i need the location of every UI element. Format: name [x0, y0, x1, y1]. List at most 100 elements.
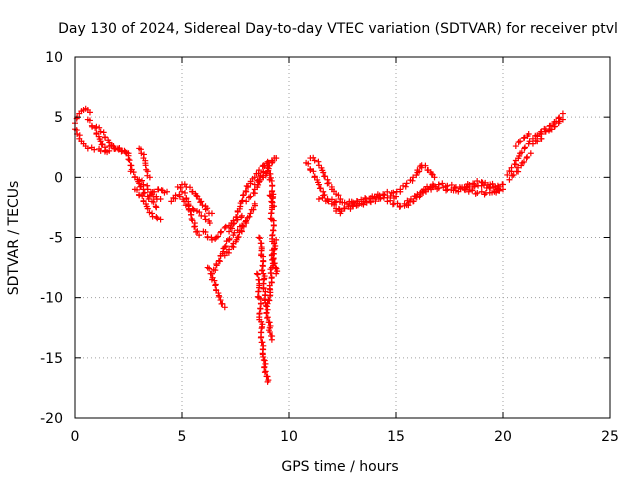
data-point-interp: [216, 258, 223, 265]
data-point-interp: [256, 235, 263, 242]
data-point: [407, 195, 414, 202]
data-point-interp: [271, 260, 278, 267]
data-point: [514, 164, 521, 171]
data-point-interp: [551, 123, 558, 130]
y-tick-label: -15: [40, 351, 63, 367]
data-point: [266, 282, 273, 289]
data-point-interp: [381, 192, 388, 199]
data-point-interp: [478, 188, 485, 195]
data-point: [465, 188, 472, 195]
x-tick-label: 25: [601, 429, 619, 445]
data-point: [136, 176, 143, 183]
data-point-interp: [234, 214, 241, 221]
data-point: [538, 135, 545, 142]
data-point-interp: [229, 243, 236, 250]
data-point: [534, 138, 541, 145]
data-point-interp: [259, 339, 266, 346]
data-point-interp: [471, 181, 478, 188]
data-point-interp: [240, 191, 247, 198]
data-point-interp: [231, 220, 238, 227]
data-point-interp: [218, 228, 225, 235]
data-point: [196, 232, 203, 239]
data-point: [208, 236, 215, 243]
data-point: [380, 191, 387, 198]
data-point-interp: [430, 182, 437, 189]
data-point: [271, 203, 278, 210]
data-point: [521, 134, 528, 141]
data-point: [559, 110, 566, 117]
data-point-interp: [373, 194, 380, 201]
data-point: [444, 182, 451, 189]
y-tick-label: -10: [40, 291, 63, 307]
data-point-interp: [222, 243, 229, 250]
data-point-interp: [319, 194, 326, 201]
data-point-interp: [187, 184, 194, 191]
y-tick-label: 5: [54, 110, 63, 126]
data-point-interp: [269, 199, 276, 206]
data-points-layer: [72, 105, 566, 385]
data-point-interp: [222, 223, 229, 230]
data-point-interp: [377, 195, 384, 202]
data-point-interp: [242, 188, 249, 195]
y-tick-label: -20: [40, 411, 63, 427]
data-point-interp: [384, 188, 391, 195]
data-point-interp: [556, 118, 563, 125]
data-point: [414, 191, 421, 198]
data-point: [403, 180, 410, 187]
data-point-interp: [239, 222, 246, 229]
data-point-interp: [413, 194, 420, 201]
data-point: [174, 183, 181, 190]
data-point: [247, 193, 254, 200]
data-point: [253, 270, 260, 277]
data-point: [506, 176, 513, 183]
data-point: [266, 192, 273, 199]
data-point-interp: [394, 200, 401, 207]
data-point: [221, 252, 228, 259]
data-point: [431, 174, 438, 181]
data-point: [176, 193, 183, 200]
data-point: [119, 147, 126, 154]
data-point-interp: [404, 197, 411, 204]
data-point: [523, 155, 530, 162]
data-point-interp: [260, 257, 267, 264]
data-point-interp: [402, 183, 409, 190]
data-point: [230, 217, 237, 224]
data-point: [427, 183, 434, 190]
data-point: [264, 378, 271, 385]
data-point-interp: [428, 171, 435, 178]
data-point: [247, 210, 254, 217]
data-point-interp: [400, 182, 407, 189]
data-point-interp: [264, 315, 271, 322]
data-point: [315, 181, 322, 188]
data-point-interp: [387, 197, 394, 204]
data-point-interp: [226, 235, 233, 242]
data-point-interp: [270, 222, 277, 229]
x-tick-label: 0: [71, 429, 80, 445]
x-axis-label: GPS time / hours: [281, 459, 398, 475]
data-point: [258, 318, 265, 325]
data-point: [273, 236, 280, 243]
data-point-interp: [204, 205, 211, 212]
data-point-interp: [260, 284, 267, 291]
data-point-interp: [496, 187, 503, 194]
data-point: [179, 188, 185, 195]
data-point-interp: [305, 160, 312, 167]
data-point-interp: [214, 233, 221, 240]
data-point-interp: [439, 180, 446, 187]
data-point: [146, 174, 153, 181]
data-point: [470, 180, 477, 187]
data-point-interp: [194, 228, 201, 235]
data-point-interp: [261, 369, 268, 376]
data-point-interp: [246, 213, 253, 220]
data-point-interp: [266, 329, 273, 336]
data-point: [142, 162, 149, 169]
data-point: [529, 140, 536, 147]
data-point: [527, 150, 534, 157]
data-point: [268, 159, 275, 166]
data-point-interp: [268, 275, 275, 282]
data-point: [84, 145, 91, 152]
data-point: [151, 188, 158, 195]
data-point: [125, 156, 132, 163]
data-point-interp: [462, 187, 469, 194]
data-point: [206, 220, 213, 227]
